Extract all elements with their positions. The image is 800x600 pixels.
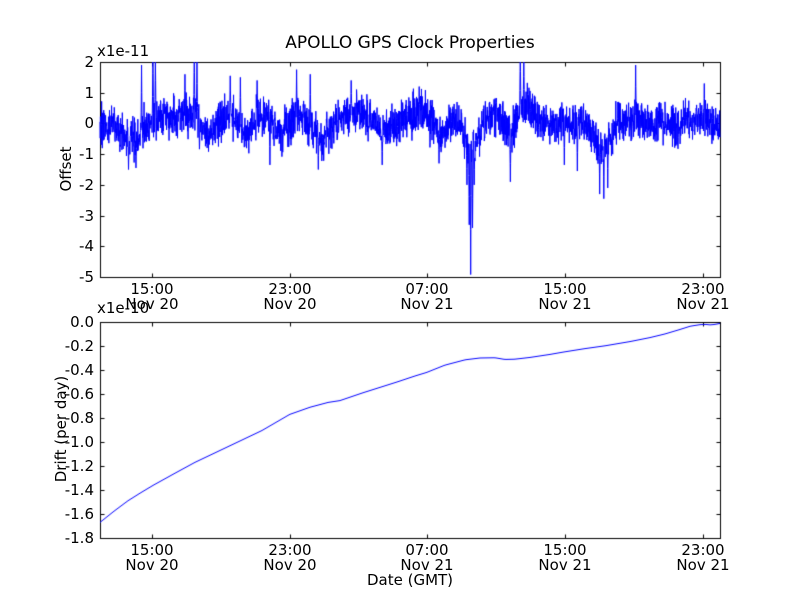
y-tick-label: -0.6 xyxy=(64,385,94,403)
chart-title: APOLLO GPS Clock Properties xyxy=(285,33,535,53)
x-tick-time-label: 07:00 xyxy=(405,541,449,559)
y-tick-label: 2 xyxy=(84,53,94,71)
x-tick-time-label: 23:00 xyxy=(268,280,312,298)
x-tick-time-label: 23:00 xyxy=(681,280,725,298)
y-tick-label: -1 xyxy=(79,145,94,163)
x-tick-date-label: Nov 21 xyxy=(676,556,730,574)
y-tick-label: -2 xyxy=(79,176,94,194)
x-tick-time-label: 15:00 xyxy=(130,280,174,298)
top-offset-multiplier-text: x1e-11 xyxy=(97,42,150,60)
x-tick-date-label: Nov 21 xyxy=(400,556,454,574)
x-tick-time-label: 15:00 xyxy=(543,280,587,298)
x-tick-date-label: Nov 20 xyxy=(125,556,179,574)
y-tick-label: -5 xyxy=(79,268,94,286)
x-tick-time-label: 23:00 xyxy=(268,541,312,559)
y-tick-label: -1.8 xyxy=(64,529,94,547)
x-tick-date-label: Nov 20 xyxy=(125,295,179,313)
x-tick-time-label: 15:00 xyxy=(543,541,587,559)
x-tick-time-label: 23:00 xyxy=(681,541,725,559)
x-tick-date-label: Nov 21 xyxy=(676,295,730,313)
x-tick-time-label: 15:00 xyxy=(130,541,174,559)
x-tick-date-label: Nov 20 xyxy=(263,556,317,574)
y-tick-label: -0.8 xyxy=(64,409,94,427)
x-tick-date-label: Nov 20 xyxy=(263,295,317,313)
y-tick-label: -0.2 xyxy=(64,337,94,355)
x-tick-date-label: Nov 21 xyxy=(538,295,592,313)
y-tick-label: -4 xyxy=(79,237,94,255)
y-tick-label: -3 xyxy=(79,207,94,225)
y-tick-label: 0 xyxy=(84,114,94,132)
x-tick-time-label: 07:00 xyxy=(405,280,449,298)
y-tick-label: 0.0 xyxy=(70,313,94,331)
x-tick-date-label: Nov 21 xyxy=(400,295,454,313)
y-tick-label: -1.6 xyxy=(64,505,94,523)
y-tick-label: -0.4 xyxy=(64,361,94,379)
y-tick-label: -1.4 xyxy=(64,481,94,499)
y-tick-label: -1.0 xyxy=(64,433,94,451)
x-axis-label: Date (GMT) xyxy=(366,571,454,589)
x-tick-date-label: Nov 21 xyxy=(538,556,592,574)
bottom-offset-multiplier-text: x1e-10 xyxy=(97,299,150,317)
y-tick-label: 1 xyxy=(84,84,94,102)
y-tick-label: -1.2 xyxy=(64,457,94,475)
